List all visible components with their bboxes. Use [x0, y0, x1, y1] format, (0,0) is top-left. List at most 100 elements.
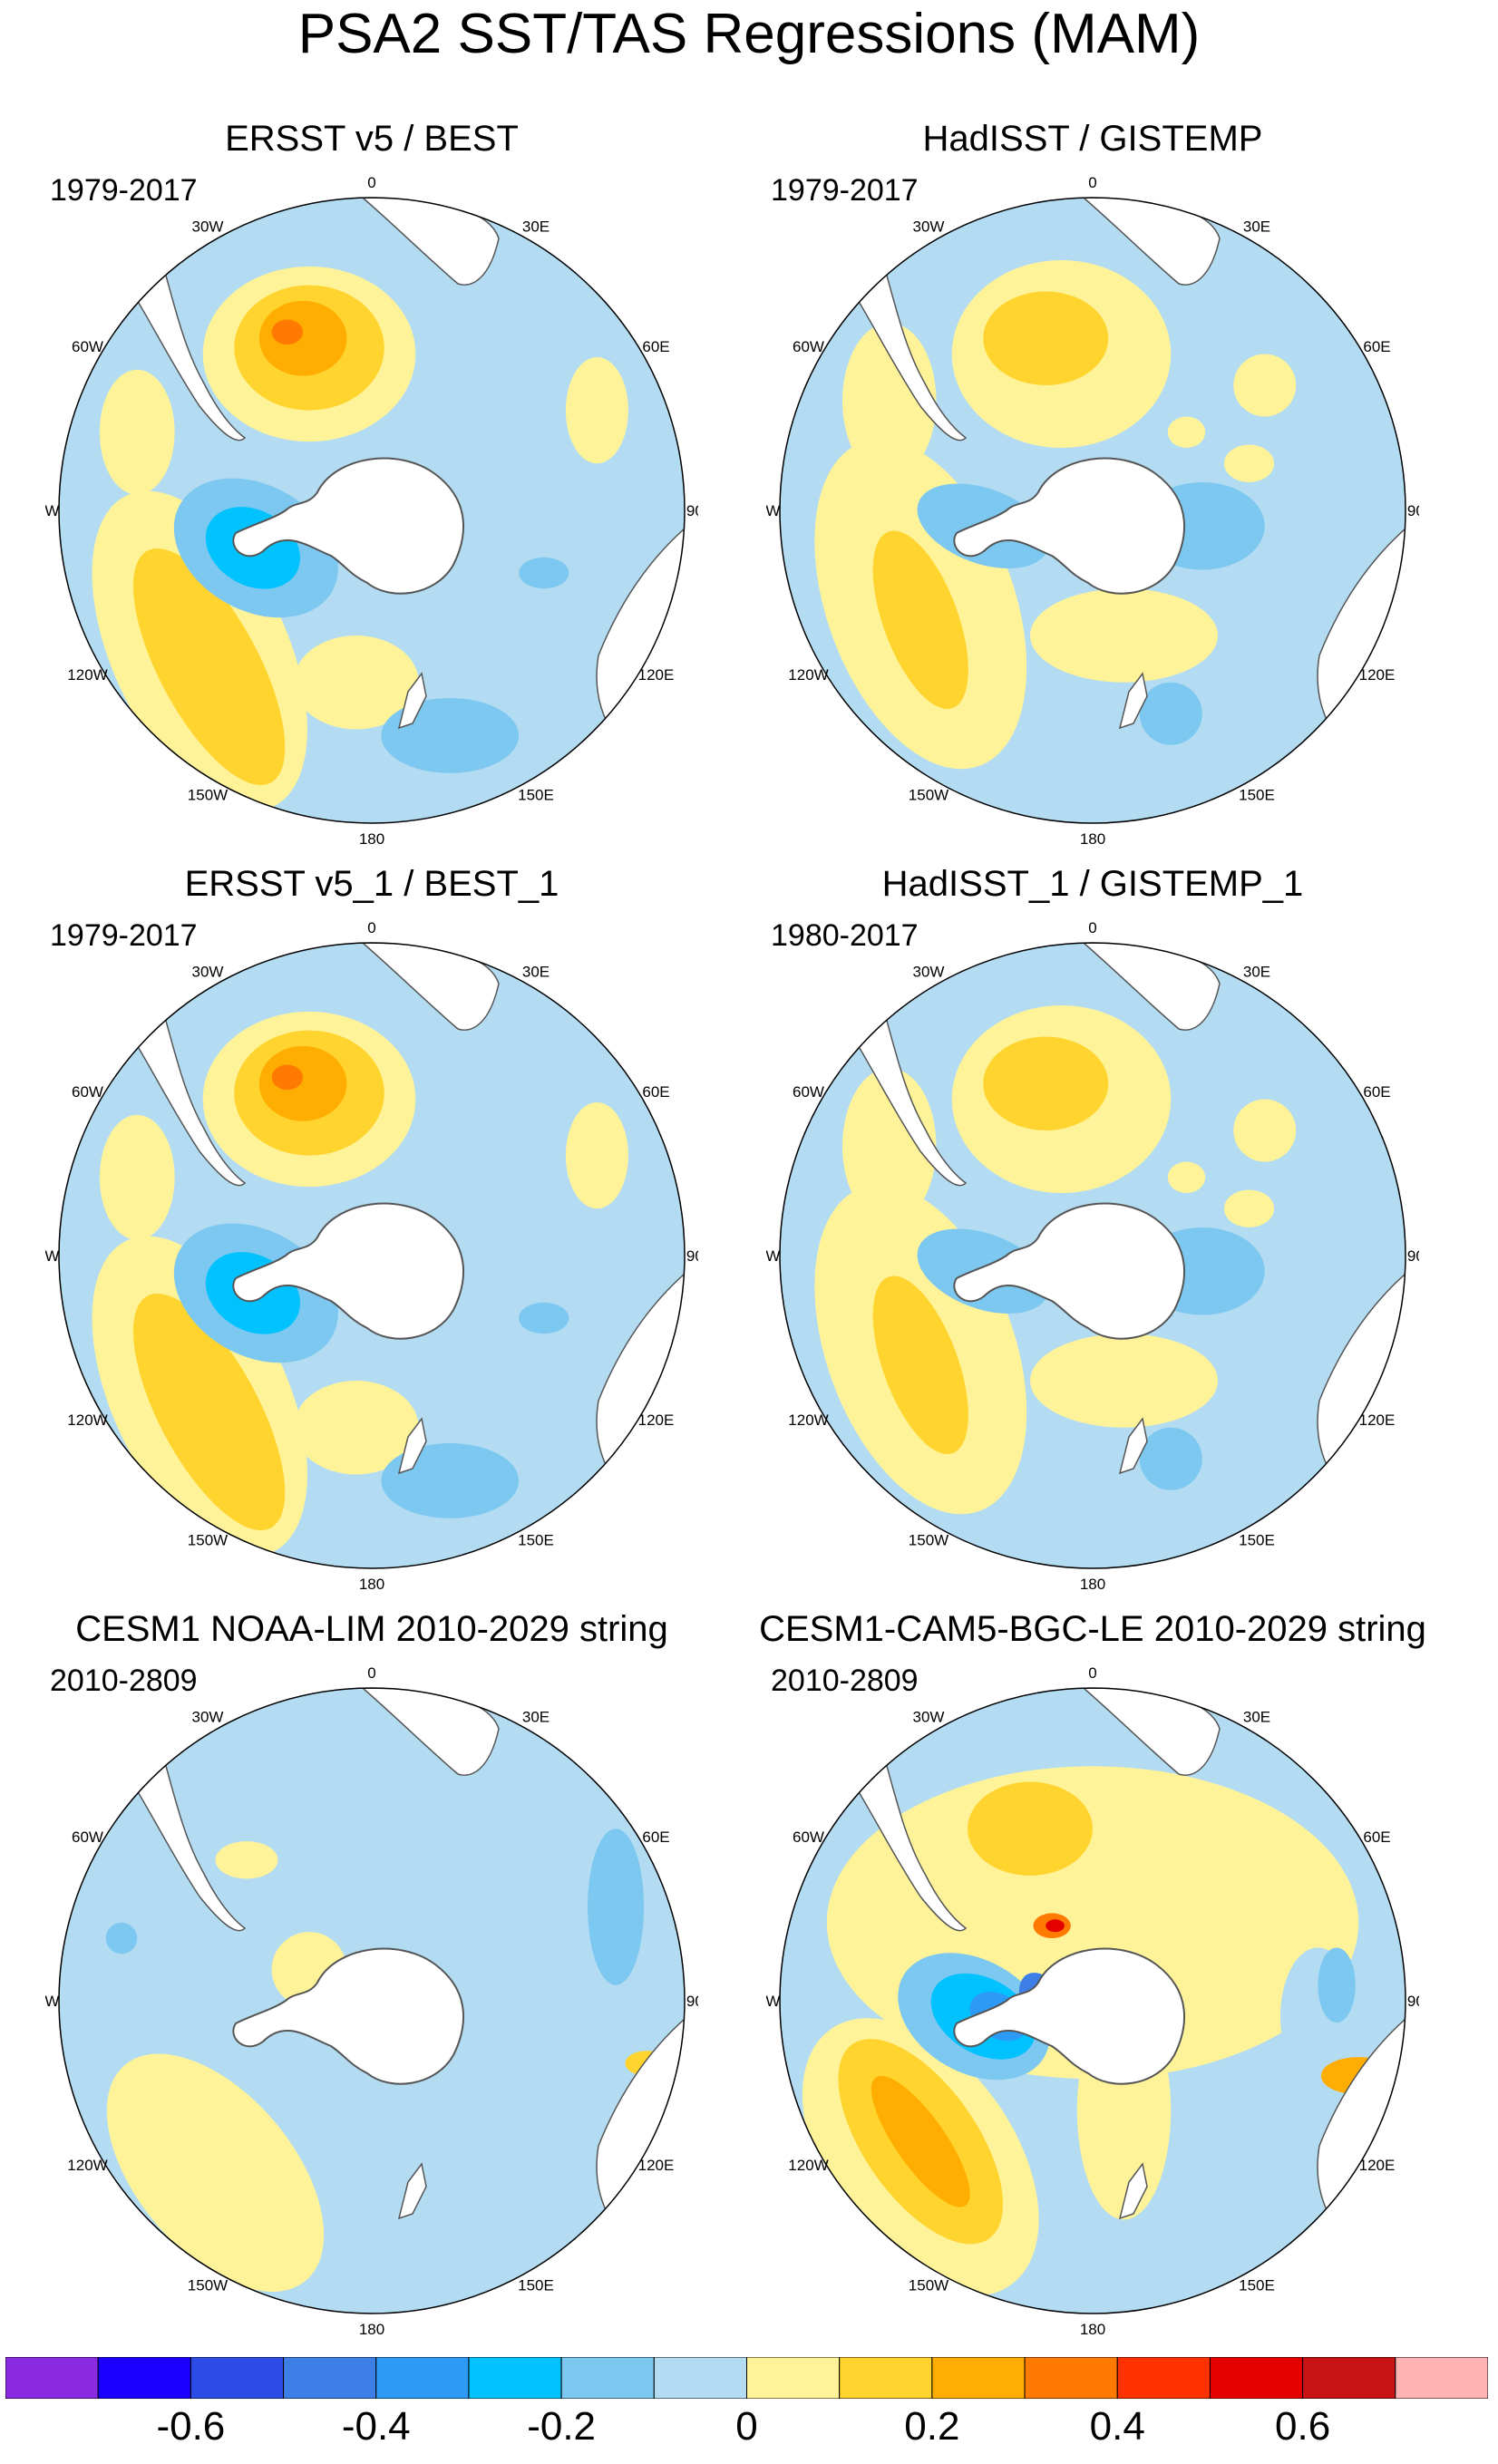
field-contour	[132, 548, 286, 786]
antarctica-land	[953, 1947, 1186, 2085]
longitude-label: 60E	[1363, 1083, 1390, 1101]
colorbar-tick-label: -0.6	[156, 2404, 226, 2449]
colorbar-tick-label: 0.2	[904, 2404, 960, 2449]
colorbar-swatch	[746, 2357, 841, 2399]
new-zealand-land	[397, 672, 427, 730]
longitude-label: 90W	[45, 1247, 59, 1265]
longitude-label: 120E	[1359, 2157, 1396, 2174]
colorbar	[5, 2357, 1488, 2399]
polar-map: 0 30E 60E 90E 120E 150E 180 150W 120W 90W 60W 30W	[766, 1664, 1419, 2338]
field-contour	[1139, 1427, 1202, 1490]
field-layer	[780, 943, 1406, 1568]
field-contour	[968, 1781, 1093, 1876]
longitude-label: 90W	[766, 1993, 780, 2010]
field-layer	[59, 943, 685, 1568]
longitude-label: 60E	[1363, 338, 1390, 355]
colorbar-swatch	[375, 2357, 470, 2399]
longitude-label: 150W	[909, 787, 948, 804]
south-america-land	[846, 1754, 968, 1932]
field-contour	[271, 1064, 304, 1091]
longitude-label: 30E	[1243, 218, 1270, 235]
south-america-land	[125, 1754, 247, 1932]
field-contour	[519, 1302, 569, 1334]
panel-title: HadISST / GISTEMP	[922, 119, 1263, 159]
colorbar-tick-label: -0.4	[341, 2404, 411, 2449]
new-zealand-land	[1118, 2162, 1148, 2220]
longitude-label: 120E	[638, 1411, 675, 1429]
antarctica-land	[232, 1947, 465, 2085]
colorbar-swatch	[1116, 2357, 1211, 2399]
new-zealand-land	[1118, 672, 1148, 730]
longitude-label: 0	[1088, 919, 1096, 936]
colorbar-swatch	[190, 2357, 285, 2399]
south-america-land	[125, 1009, 247, 1187]
map-boundary	[779, 197, 1406, 824]
field-contour	[565, 356, 628, 464]
south-america-land	[125, 264, 247, 441]
field-contour	[1233, 354, 1297, 417]
longitude-label: 0	[367, 919, 375, 936]
field-contour	[1167, 1161, 1206, 1193]
colorbar-swatch	[839, 2357, 933, 2399]
longitude-label: 180	[1080, 1576, 1105, 1593]
longitude-label: 60E	[642, 338, 669, 355]
panel-years: 1979-2017	[50, 173, 198, 208]
longitude-label: 30E	[1243, 1708, 1270, 1725]
longitude-label: 60W	[72, 1083, 103, 1101]
longitude-label: 90W	[45, 1993, 59, 2010]
longitude-label: 60E	[642, 1083, 669, 1101]
longitude-label: 120W	[788, 2157, 828, 2174]
panel-years: 2010-2809	[50, 1664, 198, 1698]
longitude-label: 60E	[642, 1829, 669, 1846]
panel-years: 1980-2017	[771, 918, 919, 953]
longitude-label: 60W	[72, 1829, 103, 1846]
colorbar-swatch	[1024, 2357, 1118, 2399]
field-contour	[381, 1443, 520, 1518]
colorbar-tick-label: 0.6	[1275, 2404, 1331, 2449]
field-contour	[1046, 1919, 1065, 1933]
antarctica-land	[232, 1202, 465, 1340]
field-contour	[293, 635, 419, 730]
field-contour	[105, 1922, 138, 1955]
field-contour	[106, 2053, 325, 2292]
colorbar-swatch	[1395, 2357, 1488, 2399]
longitude-label: 120W	[788, 1411, 828, 1429]
field-contour	[588, 1829, 645, 1985]
longitude-label: 90E	[1407, 1247, 1419, 1265]
map-boundary	[58, 942, 686, 1569]
field-contour	[1223, 444, 1275, 482]
longitude-label: 0	[1088, 1664, 1096, 1682]
field-contour	[1233, 1099, 1297, 1162]
map-boundary	[58, 1687, 686, 2314]
panel: ERSST v5_1 / BEST_1 1979-2017 0 30E 60E 90E…	[9, 861, 734, 1605]
field-layer	[59, 1688, 685, 2314]
longitude-label: 120W	[67, 2157, 107, 2174]
field-contour	[258, 1045, 347, 1121]
map-boundary	[58, 197, 686, 824]
longitude-label: 30E	[522, 963, 550, 980]
antarctica-land	[232, 457, 465, 595]
longitude-label: 0	[367, 1664, 375, 1682]
longitude-label: 30W	[913, 1708, 945, 1725]
longitude-label: 90W	[45, 502, 59, 519]
polar-map: 0 30E 60E 90E 120E 150E 180 150W 120W 90W 60W 30W	[45, 1664, 698, 2338]
map-boundary	[779, 1687, 1406, 2314]
colorbar-swatch	[5, 2357, 99, 2399]
colorbar-swatch	[468, 2357, 562, 2399]
longitude-label: 120E	[638, 2157, 675, 2174]
longitude-label: 150E	[1239, 1532, 1275, 1549]
antarctica-land	[953, 457, 1186, 595]
colorbar-swatch	[931, 2357, 1026, 2399]
longitude-label: 120E	[1359, 666, 1396, 684]
longitude-label: 120W	[67, 1411, 107, 1429]
longitude-label: 90W	[766, 502, 780, 519]
longitude-label: 180	[359, 1576, 384, 1593]
field-contour	[99, 369, 175, 495]
south-america-land	[846, 1009, 968, 1187]
longitude-label: 0	[367, 174, 375, 191]
panel-years: 1979-2017	[50, 918, 198, 953]
longitude-label: 60W	[793, 1829, 824, 1846]
map-boundary	[779, 942, 1406, 1569]
colorbar-tick-label: 0	[735, 2404, 758, 2449]
field-contour	[519, 557, 569, 589]
